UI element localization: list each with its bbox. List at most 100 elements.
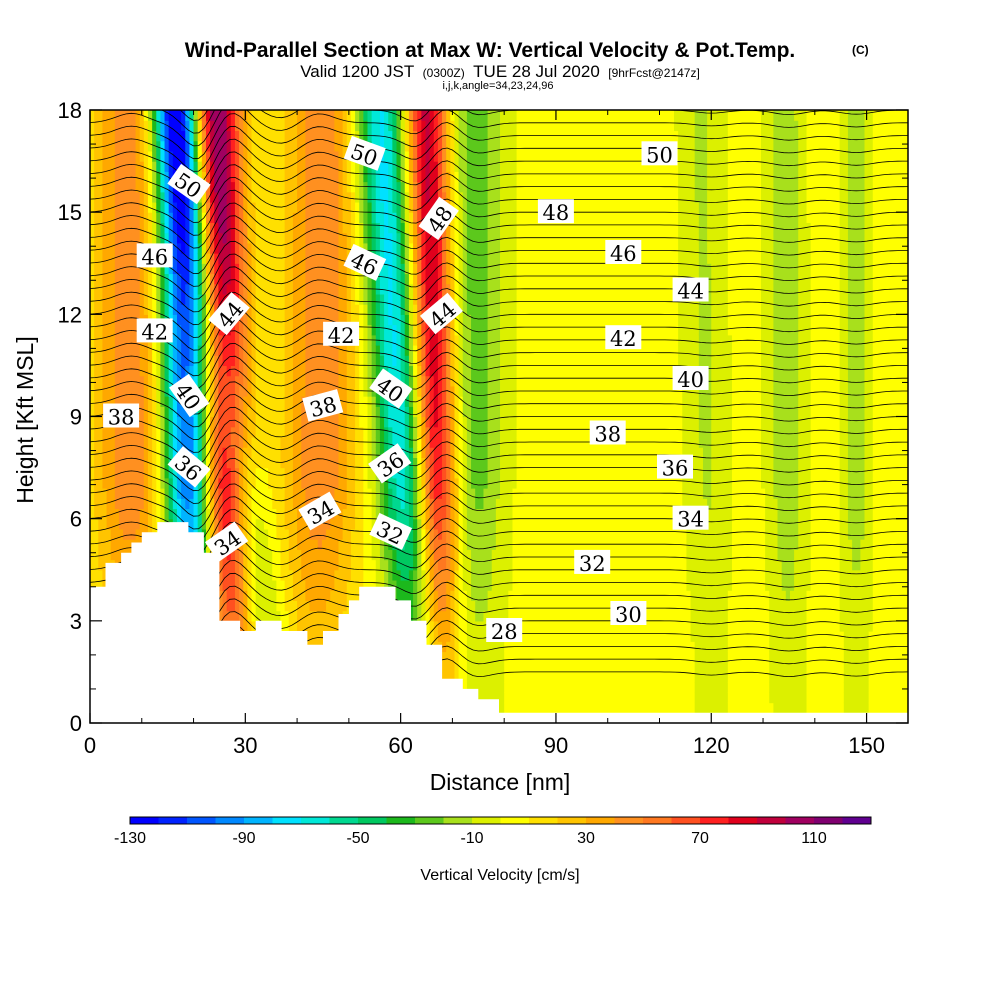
velocity-cell [189,498,195,510]
velocity-cell [313,539,319,550]
velocity-cell [379,161,385,172]
velocity-cell [305,600,311,612]
velocity-cell [342,201,348,213]
velocity-cell [234,324,240,336]
velocity-cell [400,488,406,499]
velocity-cell [251,508,257,520]
velocity-cell [94,242,99,254]
velocity-cell [338,498,344,510]
velocity-cell [127,130,133,142]
velocity-cell [384,436,389,448]
velocity-cell [425,242,431,254]
velocity-cell [408,212,414,223]
velocity-cell [317,385,323,397]
velocity-cell [160,365,166,377]
velocity-cell [263,324,269,336]
velocity-cell [284,201,290,213]
velocity-cell [309,324,315,336]
velocity-cell [255,508,261,520]
velocity-cell [226,396,232,407]
velocity-cell [181,355,186,367]
velocity-cell [218,508,224,520]
velocity-cell [429,150,435,162]
velocity-cell [317,324,323,336]
velocity-cell [268,477,273,489]
velocity-cell [118,355,124,367]
velocity-cell [239,212,244,223]
velocity-cell [326,293,331,305]
velocity-cell [156,222,162,234]
velocity-cell [297,253,302,264]
velocity-cell [230,579,236,591]
velocity-cell [234,120,240,132]
velocity-cell [421,549,427,561]
velocity-cell [379,130,385,142]
velocity-cell [234,263,240,275]
velocity-cell [404,140,410,152]
velocity-cell [305,385,311,397]
velocity-cell [168,436,174,448]
velocity-cell [189,253,195,264]
velocity-cell [396,293,402,305]
velocity-cell [147,467,153,479]
velocity-cell [193,518,199,530]
velocity-cell [94,498,99,510]
velocity-cell [185,242,190,254]
velocity-cell [214,273,219,285]
velocity-cell [371,375,377,387]
velocity-cell [131,457,137,469]
velocity-cell [408,110,414,121]
velocity-cell [371,416,377,428]
velocity-cell [243,181,248,193]
velocity-cell [284,314,290,326]
velocity-cell [359,559,364,571]
velocity-cell [367,171,373,183]
velocity-cell [346,488,352,499]
velocity-cell [321,344,327,356]
velocity-cell [263,396,269,407]
velocity-cell [197,477,203,489]
velocity-cell [425,344,431,356]
velocity-cell [127,498,133,510]
velocity-cell [214,416,219,428]
velocity-cell [305,232,311,244]
velocity-cell [342,457,348,469]
velocity-cell [384,304,389,315]
velocity-cell [425,355,431,367]
velocity-cell [421,181,427,193]
velocity-cell [338,232,344,244]
velocity-cell [214,365,219,377]
velocity-cell [90,253,95,264]
velocity-cell [425,120,431,132]
velocity-cell [338,590,344,601]
velocity-cell [346,528,352,540]
velocity-cell [90,508,95,520]
velocity-cell [98,110,104,121]
velocity-cell [201,498,207,510]
velocity-cell [98,232,104,244]
velocity-cell [384,569,389,581]
velocity-cell [400,130,406,142]
velocity-cell [152,171,157,183]
velocity-cell [114,191,120,203]
velocity-cell [417,569,422,581]
velocity-cell [350,232,356,244]
velocity-cell [301,528,306,540]
velocity-cell [355,191,360,203]
velocity-cell [168,120,174,132]
velocity-cell [106,396,112,407]
velocity-cell [379,212,385,223]
velocity-cell [272,539,277,550]
velocity-cell [313,344,319,356]
velocity-cell [201,253,207,264]
velocity-cell [193,232,199,244]
velocity-cell [102,569,108,581]
velocity-cell [193,201,199,213]
velocity-cell [346,477,352,489]
velocity-cell [408,457,414,469]
velocity-cell [247,600,253,612]
velocity-cell [384,426,389,438]
velocity-cell [313,579,319,591]
velocity-cell [276,355,282,367]
velocity-cell [98,181,104,193]
